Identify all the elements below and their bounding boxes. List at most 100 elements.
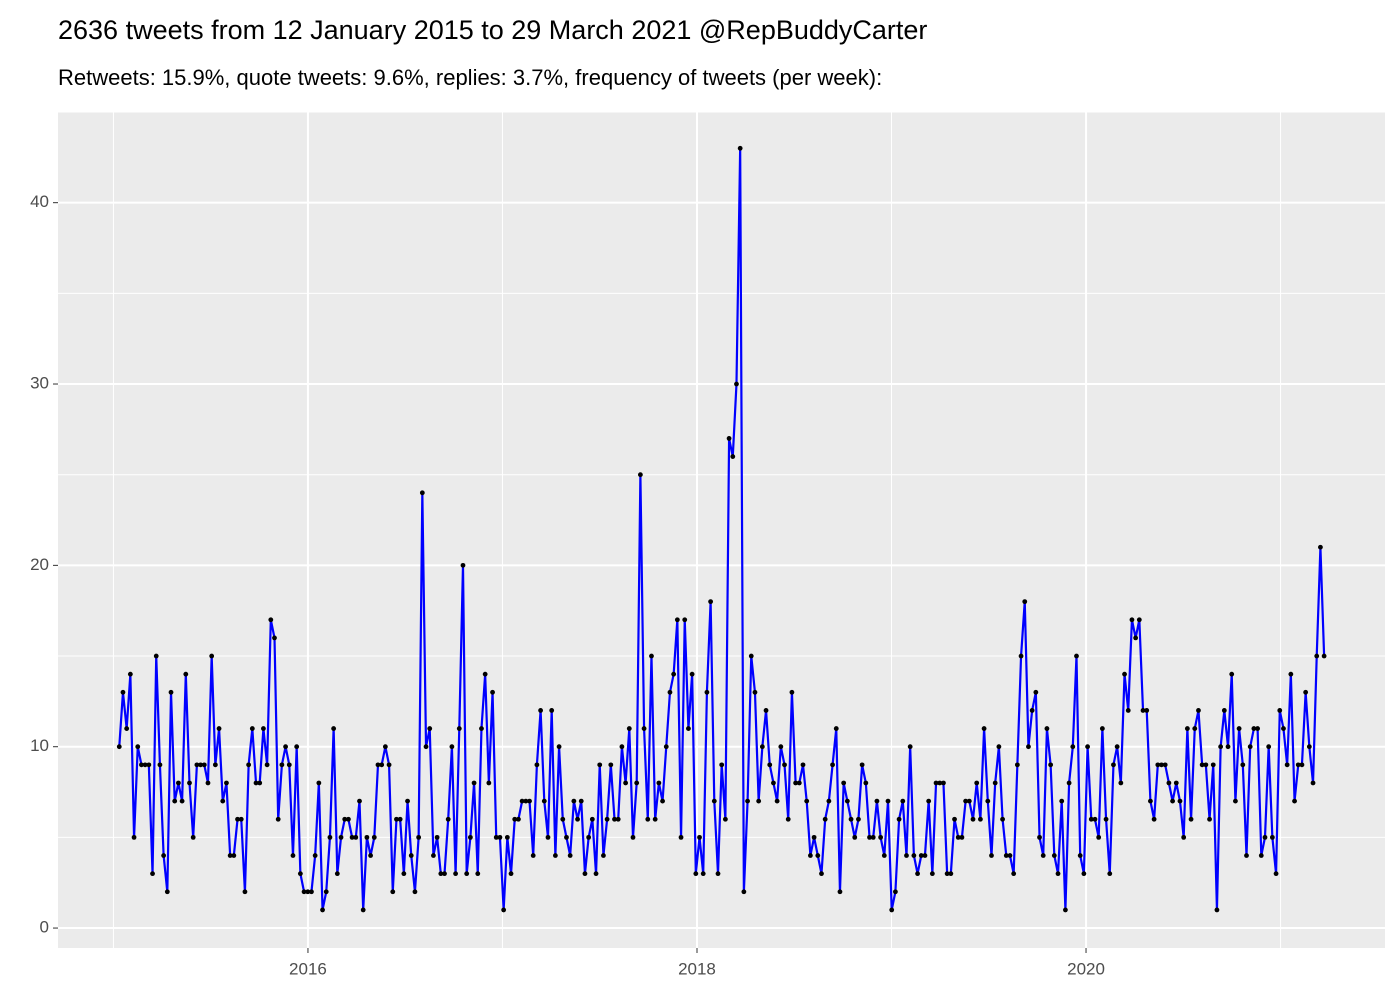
x-tick-label: 2016 bbox=[289, 959, 327, 978]
data-point bbox=[1092, 816, 1098, 822]
data-point bbox=[1148, 798, 1153, 804]
data-point bbox=[896, 816, 902, 822]
data-point bbox=[416, 834, 422, 840]
data-point bbox=[948, 871, 954, 877]
data-point bbox=[497, 834, 503, 840]
data-point bbox=[778, 744, 784, 750]
data-point bbox=[1306, 744, 1312, 750]
data-point bbox=[445, 816, 451, 822]
data-point bbox=[1074, 653, 1079, 659]
data-point bbox=[1196, 708, 1201, 713]
data-point bbox=[1244, 853, 1249, 858]
data-point bbox=[878, 834, 884, 840]
data-point bbox=[978, 816, 983, 822]
data-point bbox=[153, 653, 159, 659]
data-point bbox=[582, 871, 588, 877]
data-point bbox=[970, 816, 976, 822]
data-point bbox=[390, 889, 396, 895]
data-point bbox=[1321, 653, 1327, 659]
data-point bbox=[301, 889, 307, 895]
data-point bbox=[504, 834, 510, 840]
data-point bbox=[959, 834, 965, 840]
data-point bbox=[479, 726, 484, 731]
data-point bbox=[349, 834, 355, 840]
data-point bbox=[1247, 744, 1253, 750]
data-point bbox=[904, 853, 909, 858]
data-point bbox=[637, 472, 643, 478]
data-point bbox=[1081, 871, 1087, 877]
data-point bbox=[1099, 726, 1105, 731]
data-point bbox=[1122, 671, 1127, 677]
data-point bbox=[966, 798, 972, 804]
data-point bbox=[368, 853, 373, 858]
data-point bbox=[597, 762, 603, 768]
data-point bbox=[1096, 834, 1102, 840]
data-point bbox=[1140, 708, 1146, 713]
data-point bbox=[124, 726, 130, 731]
data-point bbox=[974, 780, 980, 786]
data-point bbox=[538, 708, 543, 713]
data-point bbox=[408, 853, 414, 858]
data-point bbox=[752, 689, 758, 695]
data-point bbox=[1310, 780, 1316, 786]
data-point bbox=[660, 798, 665, 804]
data-point bbox=[1203, 762, 1209, 768]
data-point bbox=[1292, 798, 1297, 804]
data-point bbox=[789, 689, 795, 695]
data-point bbox=[745, 798, 750, 804]
data-point bbox=[1281, 726, 1286, 731]
data-point bbox=[460, 562, 466, 568]
data-point bbox=[172, 798, 178, 804]
y-tick-label: 30 bbox=[30, 374, 49, 393]
data-point bbox=[1022, 599, 1028, 605]
data-point bbox=[309, 889, 314, 895]
data-point bbox=[346, 816, 351, 822]
data-point bbox=[841, 780, 847, 786]
data-point bbox=[508, 871, 514, 877]
data-point bbox=[726, 436, 732, 441]
data-point bbox=[342, 816, 348, 822]
data-point bbox=[837, 889, 843, 895]
data-point bbox=[194, 762, 200, 768]
data-point bbox=[427, 726, 433, 731]
data-point bbox=[316, 780, 322, 786]
data-point bbox=[360, 907, 366, 913]
data-point bbox=[689, 671, 695, 677]
data-point bbox=[612, 816, 617, 822]
data-point bbox=[1269, 834, 1275, 840]
data-point bbox=[1207, 816, 1212, 822]
data-point bbox=[915, 871, 920, 877]
data-point bbox=[179, 798, 185, 804]
data-point bbox=[135, 744, 141, 750]
data-point bbox=[434, 834, 440, 840]
y-tick-label: 20 bbox=[30, 555, 49, 574]
data-point bbox=[715, 871, 721, 877]
data-point bbox=[656, 780, 662, 786]
data-point bbox=[279, 762, 285, 768]
data-point bbox=[1133, 635, 1139, 641]
data-point bbox=[549, 708, 555, 713]
data-point bbox=[120, 689, 126, 695]
data-point bbox=[741, 889, 747, 895]
data-point bbox=[449, 744, 455, 750]
data-point bbox=[929, 871, 935, 877]
data-point bbox=[830, 762, 835, 768]
data-point bbox=[1066, 780, 1072, 786]
chart-title: 2636 tweets from 12 January 2015 to 29 M… bbox=[58, 15, 927, 45]
data-point bbox=[1288, 671, 1294, 677]
data-point bbox=[1040, 853, 1046, 858]
data-point bbox=[1055, 871, 1061, 877]
data-point bbox=[796, 780, 802, 786]
data-point bbox=[700, 871, 706, 877]
data-point bbox=[1029, 708, 1035, 713]
data-point bbox=[1063, 907, 1068, 913]
data-point bbox=[176, 780, 181, 786]
data-point bbox=[1214, 907, 1220, 913]
data-point bbox=[401, 871, 407, 877]
data-point bbox=[1221, 708, 1227, 713]
data-point bbox=[249, 726, 255, 731]
data-point bbox=[1236, 726, 1242, 731]
data-point bbox=[541, 798, 547, 804]
y-tick-label: 0 bbox=[40, 918, 49, 937]
data-point bbox=[719, 762, 725, 768]
